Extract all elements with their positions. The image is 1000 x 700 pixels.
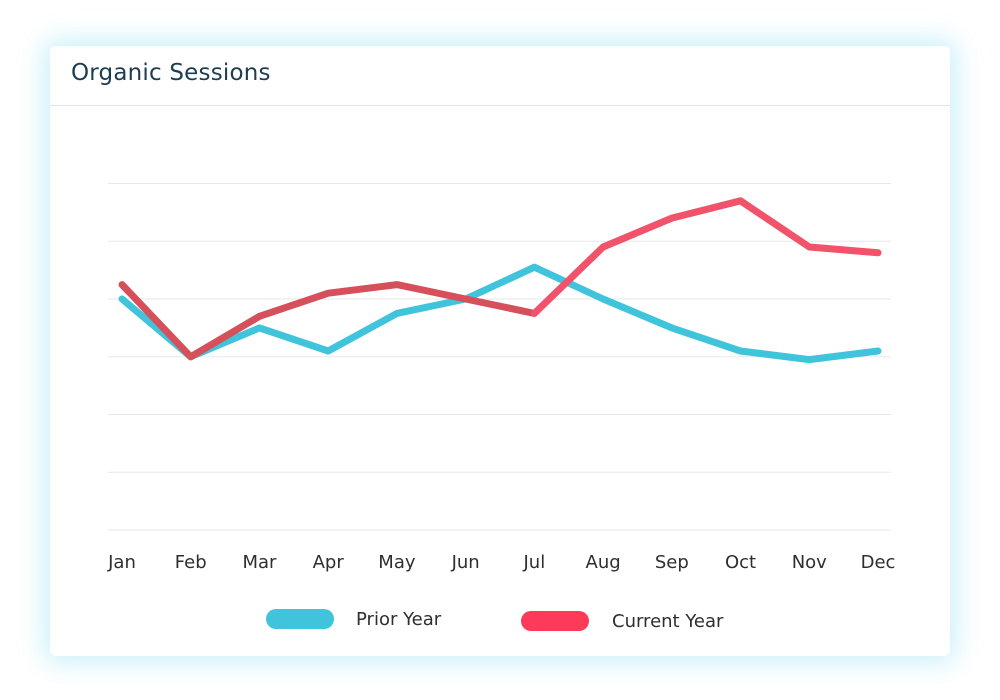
legend-swatch <box>521 611 589 631</box>
chart-title: Organic Sessions <box>71 60 271 86</box>
series-line-current-year-late <box>530 197 882 317</box>
x-tick-label: Feb <box>175 552 207 573</box>
x-tick-label: Dec <box>861 552 896 573</box>
x-tick-label: Jun <box>451 552 480 573</box>
x-tick-label: Oct <box>725 552 756 573</box>
card-header: Organic Sessions <box>50 46 950 106</box>
x-tick-label: Apr <box>313 552 345 573</box>
legend-label: Current Year <box>612 611 724 632</box>
series-line-current-year-early <box>118 281 538 361</box>
legend-label: Prior Year <box>356 609 442 630</box>
legend: Prior Year Current Year <box>266 609 724 632</box>
x-tick-label: Sep <box>655 552 689 573</box>
x-axis-ticks: Jan Feb Mar Apr May Jun Jul Aug Sep Oct Nov Dec <box>107 552 895 573</box>
series-line-prior-year <box>118 263 882 364</box>
series-layer <box>118 197 882 364</box>
x-tick-label: May <box>378 552 416 573</box>
x-tick-label: Mar <box>242 552 277 573</box>
x-tick-label: Nov <box>792 552 827 573</box>
legend-swatch <box>266 609 334 629</box>
x-tick-label: Aug <box>586 552 621 573</box>
x-tick-label: Jul <box>523 552 546 573</box>
x-tick-label: Jan <box>107 552 136 573</box>
